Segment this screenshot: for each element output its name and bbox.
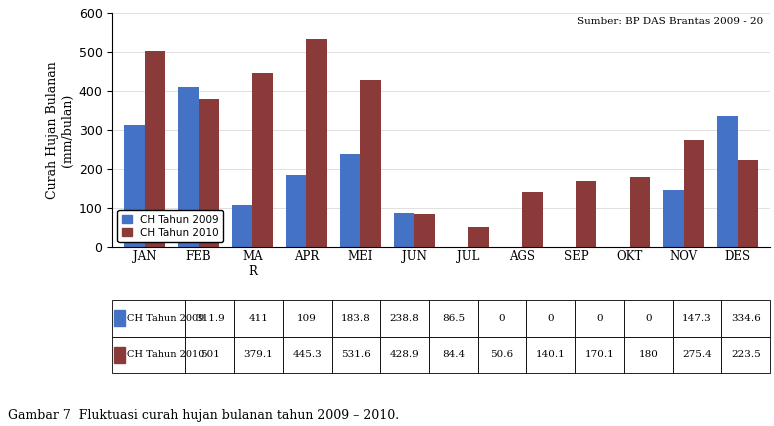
Bar	[624, 337, 673, 373]
Bar	[115, 311, 125, 326]
Bar	[526, 300, 575, 337]
Text: 84.4: 84.4	[442, 350, 465, 359]
Text: 334.6: 334.6	[731, 314, 761, 323]
Text: 183.8: 183.8	[341, 314, 371, 323]
Text: 531.6: 531.6	[341, 350, 371, 359]
Text: 86.5: 86.5	[442, 314, 465, 323]
Bar	[429, 300, 478, 337]
Bar	[575, 337, 624, 373]
Bar	[673, 300, 721, 337]
Text: CH Tahun 2009: CH Tahun 2009	[127, 314, 204, 323]
Bar	[252, 73, 273, 247]
Text: 501: 501	[200, 350, 220, 359]
Bar	[124, 125, 145, 247]
Bar	[478, 300, 526, 337]
Bar	[394, 213, 414, 247]
Bar	[198, 99, 219, 247]
Bar	[178, 86, 198, 247]
Text: 445.3: 445.3	[293, 350, 322, 359]
Bar	[360, 80, 381, 247]
Bar	[380, 300, 429, 337]
Bar	[283, 337, 331, 373]
Bar	[234, 300, 283, 337]
Bar	[115, 347, 125, 363]
Text: 50.6: 50.6	[491, 350, 514, 359]
Bar	[380, 337, 429, 373]
Bar	[663, 190, 684, 247]
Text: 411: 411	[248, 314, 269, 323]
Text: 0: 0	[547, 314, 554, 323]
Text: 238.8: 238.8	[390, 314, 420, 323]
Bar	[185, 337, 234, 373]
Text: 275.4: 275.4	[682, 350, 712, 359]
Text: Sumber: BP DAS Brantas 2009 - 20: Sumber: BP DAS Brantas 2009 - 20	[577, 17, 764, 26]
Bar	[234, 337, 283, 373]
Bar	[575, 300, 624, 337]
Bar	[331, 300, 380, 337]
Bar	[331, 337, 380, 373]
Text: 428.9: 428.9	[390, 350, 420, 359]
Text: 109: 109	[297, 314, 317, 323]
Bar	[307, 40, 327, 247]
Text: 0: 0	[645, 314, 652, 323]
Text: 223.5: 223.5	[731, 350, 761, 359]
Bar	[673, 337, 721, 373]
Bar	[624, 300, 673, 337]
Text: 0: 0	[596, 314, 603, 323]
Bar	[478, 337, 526, 373]
Bar	[112, 300, 185, 337]
Legend: CH Tahun 2009, CH Tahun 2010: CH Tahun 2009, CH Tahun 2010	[118, 210, 223, 242]
Bar	[283, 300, 331, 337]
Bar	[429, 337, 478, 373]
Bar	[684, 140, 704, 247]
Bar	[340, 154, 360, 247]
Bar	[522, 193, 543, 247]
Text: 170.1: 170.1	[584, 350, 615, 359]
Bar	[717, 116, 738, 247]
Bar	[738, 160, 759, 247]
Bar	[721, 337, 770, 373]
Bar	[526, 337, 575, 373]
Bar	[721, 300, 770, 337]
Bar	[112, 337, 185, 373]
Bar	[576, 181, 597, 247]
Text: 379.1: 379.1	[244, 350, 273, 359]
Bar	[468, 227, 488, 247]
Text: 0: 0	[498, 314, 505, 323]
Text: 147.3: 147.3	[682, 314, 712, 323]
Text: 140.1: 140.1	[536, 350, 566, 359]
Bar	[414, 214, 435, 247]
Bar	[630, 177, 650, 247]
Bar	[185, 300, 234, 337]
Text: CH Tahun 2010: CH Tahun 2010	[127, 350, 204, 359]
Bar	[286, 176, 307, 247]
Text: Gambar 7  Fluktuasi curah hujan bulanan tahun 2009 – 2010.: Gambar 7 Fluktuasi curah hujan bulanan t…	[8, 409, 399, 422]
Text: 311.9: 311.9	[195, 314, 224, 323]
Bar	[232, 204, 252, 247]
Y-axis label: Curah Hujan Bulanan
(mm/bulan): Curah Hujan Bulanan (mm/bulan)	[46, 61, 74, 199]
Bar	[145, 52, 165, 247]
Text: 180: 180	[639, 350, 658, 359]
